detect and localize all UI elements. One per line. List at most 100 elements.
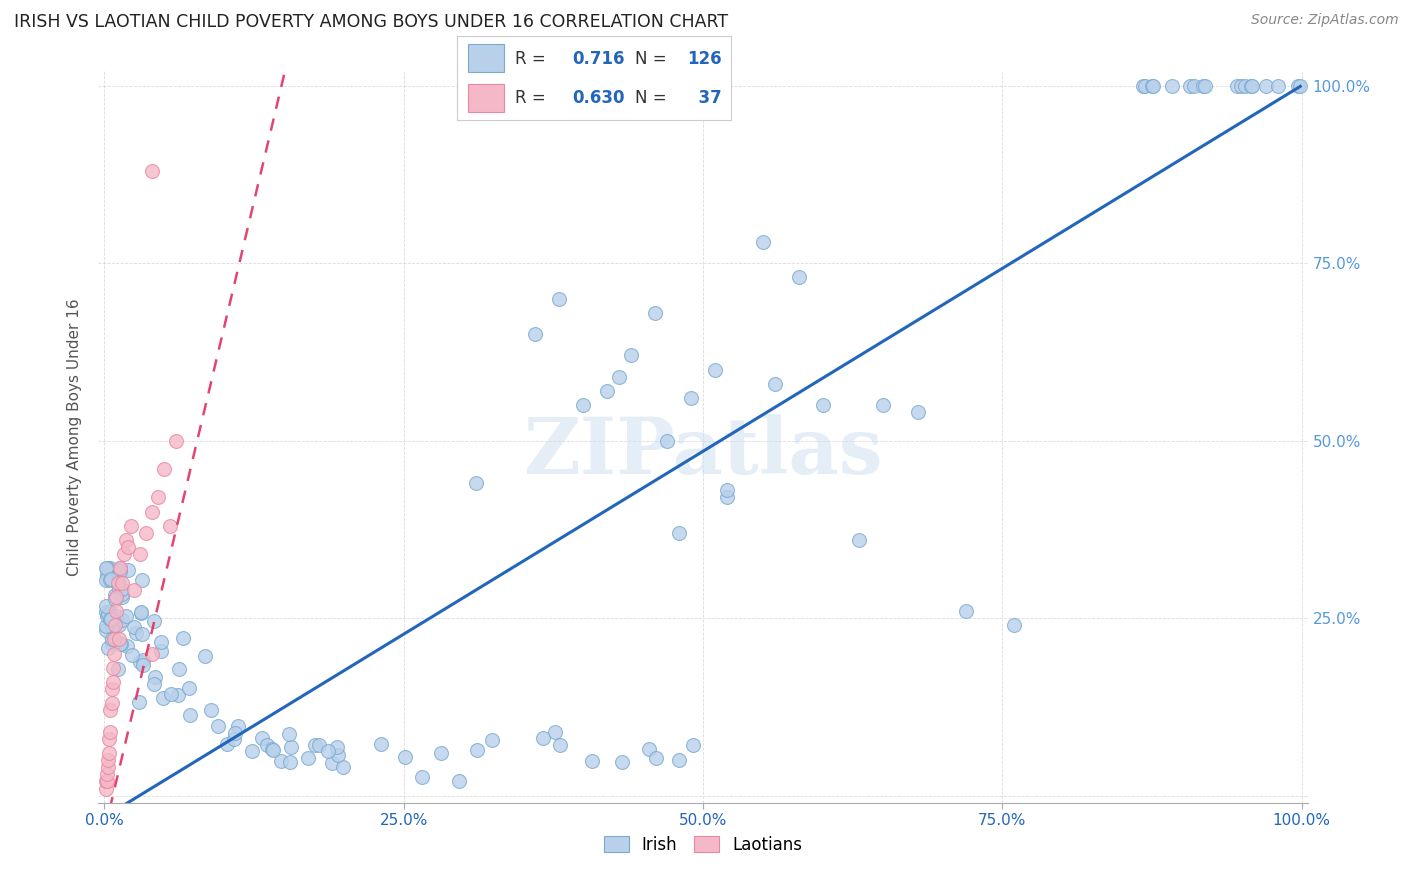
Point: [572, 398, 595, 412]
Text: 0.716: 0.716: [572, 50, 624, 68]
Text: N =: N =: [636, 50, 672, 68]
Point: [1286, 78, 1309, 93]
Point: [108, 617, 131, 632]
Point: [207, 718, 229, 732]
Point: [172, 631, 194, 645]
Point: [142, 614, 165, 628]
Point: [105, 590, 128, 604]
Point: [98, 746, 121, 760]
Point: [278, 755, 301, 769]
Point: [110, 637, 132, 651]
Point: [787, 270, 810, 285]
Point: [132, 653, 155, 667]
Point: [679, 391, 702, 405]
Point: [270, 754, 292, 768]
Point: [763, 376, 786, 391]
Point: [1226, 78, 1249, 93]
Point: [111, 590, 134, 604]
Point: [94, 605, 117, 619]
Point: [907, 405, 929, 419]
Point: [100, 724, 122, 739]
Point: [544, 725, 567, 739]
Point: [644, 306, 666, 320]
Point: [430, 746, 453, 760]
Text: R =: R =: [515, 88, 551, 106]
Point: [115, 608, 138, 623]
Point: [98, 605, 121, 619]
Point: [256, 738, 278, 752]
Point: [141, 163, 163, 178]
Point: [1002, 618, 1025, 632]
Point: [465, 743, 488, 757]
Point: [96, 568, 118, 582]
Point: [848, 533, 870, 547]
Point: [278, 727, 301, 741]
Point: [107, 575, 129, 590]
Point: [167, 662, 190, 676]
Point: [103, 632, 125, 647]
Point: [94, 623, 117, 637]
Point: [704, 362, 727, 376]
Point: [111, 575, 134, 590]
Point: [152, 691, 174, 706]
Point: [96, 774, 118, 789]
Point: [716, 491, 738, 505]
Point: [129, 547, 152, 561]
Point: [1142, 78, 1164, 93]
Text: Source: ZipAtlas.com: Source: ZipAtlas.com: [1251, 13, 1399, 28]
Point: [316, 744, 339, 758]
Point: [97, 760, 120, 774]
Point: [159, 519, 181, 533]
Text: ZIPatlas: ZIPatlas: [523, 414, 883, 490]
Point: [1133, 78, 1156, 93]
Point: [94, 561, 117, 575]
Point: [955, 604, 977, 618]
Point: [97, 641, 120, 656]
Point: [110, 582, 132, 596]
Point: [326, 747, 349, 762]
Point: [481, 733, 503, 747]
FancyBboxPatch shape: [468, 45, 503, 72]
Point: [872, 398, 894, 412]
Point: [716, 483, 738, 498]
Point: [682, 739, 704, 753]
Point: [94, 781, 117, 796]
Text: IRISH VS LAOTIAN CHILD POVERTY AMONG BOYS UNDER 16 CORRELATION CHART: IRISH VS LAOTIAN CHILD POVERTY AMONG BOY…: [14, 13, 728, 31]
Point: [167, 688, 190, 702]
Point: [581, 754, 603, 768]
Point: [111, 613, 134, 627]
Point: [1254, 78, 1277, 93]
Point: [179, 708, 201, 723]
Point: [100, 697, 122, 711]
Point: [128, 695, 150, 709]
Point: [194, 648, 217, 663]
Point: [321, 756, 343, 770]
Point: [129, 606, 152, 620]
Point: [1288, 78, 1310, 93]
Point: [304, 738, 326, 752]
Point: [120, 519, 142, 533]
Point: [115, 639, 138, 653]
Point: [655, 434, 678, 448]
Point: [131, 627, 153, 641]
Point: [94, 774, 117, 789]
Point: [177, 681, 200, 695]
Point: [1192, 78, 1215, 93]
Point: [96, 561, 118, 575]
Point: [1230, 78, 1253, 93]
Point: [250, 731, 273, 746]
Point: [105, 604, 128, 618]
Point: [104, 618, 127, 632]
Point: [110, 565, 132, 579]
Legend: Irish, Laotians: Irish, Laotians: [598, 829, 808, 860]
Point: [308, 739, 330, 753]
Point: [262, 742, 284, 756]
Point: [117, 540, 139, 554]
Point: [112, 547, 135, 561]
Point: [97, 607, 120, 621]
Point: [1182, 78, 1205, 93]
Point: [107, 575, 129, 590]
Point: [94, 574, 117, 588]
Point: [1241, 78, 1264, 93]
Point: [141, 505, 163, 519]
